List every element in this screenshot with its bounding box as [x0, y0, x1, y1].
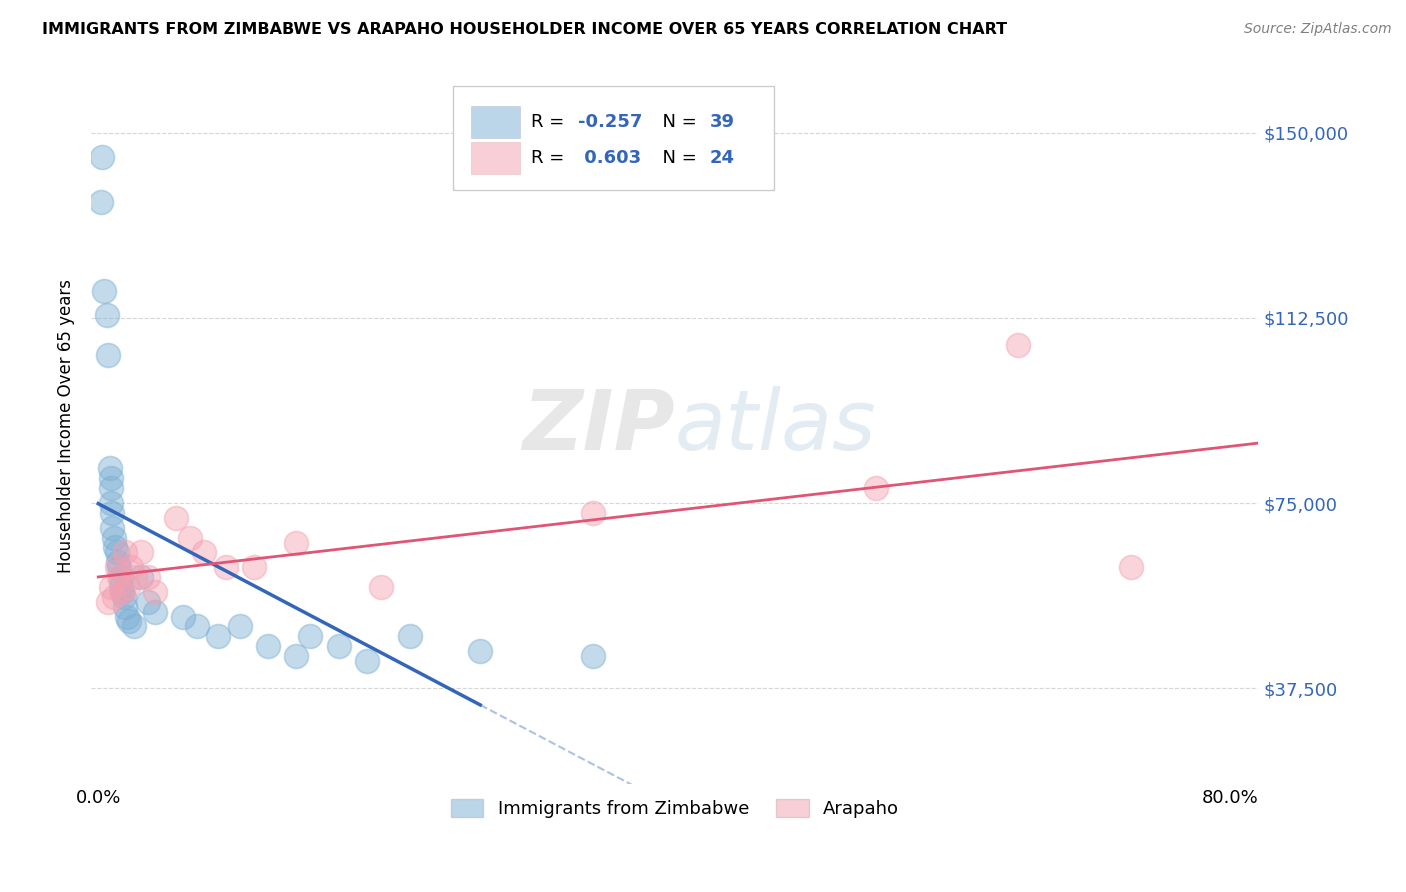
Point [179, 531, 201, 545]
Text: R =: R = [531, 113, 571, 131]
Legend: Immigrants from Zimbabwe, Arapaho: Immigrants from Zimbabwe, Arapaho [443, 792, 907, 825]
Point [207, 629, 229, 643]
Point [143, 605, 166, 619]
Y-axis label: Householder Income Over 65 years: Householder Income Over 65 years [58, 279, 75, 574]
Point [114, 599, 136, 614]
Point [100, 481, 122, 495]
Point [111, 585, 134, 599]
Point [96, 309, 118, 323]
Text: 0.603: 0.603 [578, 149, 641, 167]
Point [97, 348, 120, 362]
Point [93, 284, 115, 298]
Text: ZIP: ZIP [522, 386, 675, 467]
Text: N =: N = [651, 149, 703, 167]
Point [103, 590, 125, 604]
FancyBboxPatch shape [453, 87, 775, 190]
Point [172, 609, 194, 624]
Point [129, 570, 152, 584]
Point [105, 560, 128, 574]
Point [101, 521, 124, 535]
Point [100, 471, 122, 485]
Point [117, 580, 139, 594]
Point [285, 648, 308, 663]
Point [129, 545, 152, 559]
Point [98, 461, 121, 475]
Text: R =: R = [531, 149, 571, 167]
FancyBboxPatch shape [471, 106, 520, 138]
Text: 24: 24 [710, 149, 735, 167]
Point [108, 560, 131, 574]
Text: N =: N = [651, 113, 703, 131]
Point [1119, 560, 1142, 574]
Point [186, 619, 208, 633]
Point [124, 570, 146, 584]
Point [143, 585, 166, 599]
Text: -0.257: -0.257 [578, 113, 643, 131]
Point [97, 595, 120, 609]
Point [107, 555, 129, 569]
Text: IMMIGRANTS FROM ZIMBABWE VS ARAPAHO HOUSEHOLDER INCOME OVER 65 YEARS CORRELATION: IMMIGRANTS FROM ZIMBABWE VS ARAPAHO HOUS… [42, 22, 1007, 37]
Point [120, 560, 142, 574]
Point [865, 481, 887, 495]
Point [582, 506, 605, 520]
Point [114, 545, 136, 559]
Point [100, 580, 122, 594]
Point [112, 590, 135, 604]
Point [104, 541, 127, 555]
Point [285, 535, 308, 549]
Point [100, 496, 122, 510]
Point [257, 639, 280, 653]
Point [101, 506, 124, 520]
Point [193, 545, 215, 559]
Text: Source: ZipAtlas.com: Source: ZipAtlas.com [1244, 22, 1392, 37]
Point [165, 511, 187, 525]
Point [398, 629, 420, 643]
Point [328, 639, 350, 653]
Point [90, 194, 112, 209]
Point [299, 629, 322, 643]
Point [108, 570, 131, 584]
Point [582, 648, 605, 663]
Point [118, 615, 141, 629]
Point [110, 570, 132, 584]
Point [103, 531, 125, 545]
Point [470, 644, 492, 658]
Point [91, 150, 114, 164]
Point [122, 619, 145, 633]
Text: 39: 39 [710, 113, 735, 131]
Point [136, 595, 159, 609]
Point [136, 570, 159, 584]
Point [110, 580, 132, 594]
Point [111, 585, 134, 599]
Point [356, 654, 378, 668]
Point [115, 609, 138, 624]
Point [105, 545, 128, 559]
Point [228, 619, 250, 633]
Point [1007, 338, 1029, 352]
Text: atlas: atlas [675, 386, 876, 467]
Point [370, 580, 392, 594]
Point [243, 560, 266, 574]
FancyBboxPatch shape [471, 142, 520, 174]
Point [214, 560, 236, 574]
